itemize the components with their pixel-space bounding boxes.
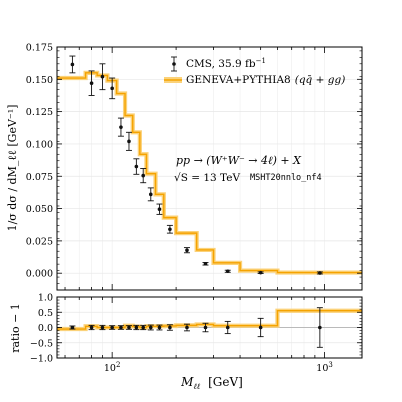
legend-marker-geneva xyxy=(164,77,182,83)
legend-cms-dot xyxy=(172,62,176,66)
legend: CMS, 35.9 fb−1 GENEVA+PYTHIA8 (qq̄ + gg) xyxy=(164,56,345,86)
pdf-annotation: MSHT20nnlo_nf4 xyxy=(250,173,322,183)
ratio-data-point xyxy=(88,324,95,331)
main-data-point xyxy=(166,224,173,234)
main-data-marker xyxy=(157,207,162,212)
ratio-data-point xyxy=(69,325,76,330)
main-data-point xyxy=(156,203,163,215)
main-data-marker xyxy=(185,248,189,252)
ratio-data-point xyxy=(125,325,132,330)
ratio-data-marker xyxy=(141,325,145,330)
main-data-marker xyxy=(89,81,94,85)
main-data-point xyxy=(117,117,124,137)
main-data-point xyxy=(69,55,76,74)
ratio-data-marker xyxy=(318,325,322,330)
main-y-tick-label: 0.150 xyxy=(26,75,53,86)
ratio-data-marker xyxy=(225,325,230,330)
x-axis-label: Mℓℓ [GeV] xyxy=(180,375,243,391)
main-prediction-step-line xyxy=(57,72,362,274)
ratio-data-point xyxy=(133,324,140,331)
main-data-marker xyxy=(141,173,145,178)
main-data-marker xyxy=(127,139,131,144)
ratio-data-marker xyxy=(258,325,263,330)
main-data-point xyxy=(316,271,323,275)
ratio-data-point xyxy=(156,324,163,331)
ratio-data-point xyxy=(117,325,124,330)
ratio-data-point xyxy=(202,322,209,333)
main-data-point xyxy=(140,168,147,184)
main-y-tick-label: 0.075 xyxy=(26,172,53,183)
ratio-data-point xyxy=(109,325,116,330)
main-data-point xyxy=(183,247,190,254)
main-data-marker xyxy=(258,270,263,275)
ratio-y-tick-label: −0.5 xyxy=(30,338,53,349)
main-data-marker xyxy=(203,261,208,266)
main-y-tick-label: 0.100 xyxy=(26,139,53,150)
main-data-marker xyxy=(119,125,123,129)
main-y-axis-label: 1/σ dσ / dM_ℓℓ [GeV⁻¹] xyxy=(6,105,19,232)
main-y-tick-label: 0.125 xyxy=(26,107,53,118)
main-data-marker xyxy=(318,271,322,275)
ratio-y-axis-label: ratio − 1 xyxy=(9,303,22,353)
ratio-series xyxy=(57,307,362,348)
main-y-tick-label: 0.175 xyxy=(26,43,53,54)
ratio-data-point xyxy=(183,323,190,332)
legend-label-cms: CMS, 35.9 fb−1 xyxy=(186,57,266,70)
main-data-marker xyxy=(134,164,139,169)
ratio-data-marker xyxy=(89,325,94,330)
ratio-data-marker xyxy=(70,325,75,330)
main-data-marker xyxy=(70,62,75,67)
ratio-data-point xyxy=(166,324,173,331)
ratio-data-point xyxy=(224,320,231,335)
main-series xyxy=(57,55,362,275)
main-data-marker xyxy=(168,227,172,232)
ratio-data-marker xyxy=(168,325,172,330)
ratio-data-marker xyxy=(100,325,105,330)
ratio-data-marker xyxy=(127,325,131,330)
x-tick-label: 103 xyxy=(316,361,333,374)
main-data-point xyxy=(133,158,140,175)
ratio-data-marker xyxy=(110,325,114,330)
main-data-point xyxy=(224,269,231,274)
legend-marker-cms xyxy=(171,56,177,72)
ratio-plot-frame xyxy=(56,296,363,359)
ratio-data-point xyxy=(257,317,264,338)
ratio-y-tick-label: 1.0 xyxy=(38,293,53,304)
ratio-data-marker xyxy=(134,325,139,330)
ratio-y-tick-label: 0.0 xyxy=(38,323,53,334)
ratio-ticks: −1.0 −0.5 0.0 0.5 1.0 102 103 xyxy=(30,293,362,374)
energy-annotation: √S = 13 TeV xyxy=(174,172,240,184)
main-data-point xyxy=(99,63,106,91)
ratio-data-marker xyxy=(148,325,153,330)
main-data-marker xyxy=(100,74,105,79)
legend-label-geneva: GENEVA+PYTHIA8 (qq̄ + gg) xyxy=(186,74,345,86)
ratio-y-tick-label: 0.5 xyxy=(38,308,53,319)
main-data-point xyxy=(147,187,154,202)
main-data-point xyxy=(257,270,264,275)
x-tick-label: 102 xyxy=(104,361,121,374)
main-y-tick-label: 0.025 xyxy=(26,236,53,247)
ratio-data-marker xyxy=(119,325,123,330)
main-data-marker xyxy=(148,192,153,197)
main-y-tick-label: 0.000 xyxy=(26,269,53,280)
process-annotation: pp → (W⁺W⁻ → 4ℓ) + X xyxy=(176,154,302,167)
main-y-tick-label: 0.050 xyxy=(26,204,53,215)
ratio-data-marker xyxy=(185,325,189,330)
main-plot-frame xyxy=(56,46,363,291)
ratio-data-point xyxy=(316,307,323,348)
ratio-data-marker xyxy=(203,325,208,330)
main-data-marker xyxy=(110,86,114,91)
main-data-point xyxy=(202,261,209,266)
main-data-point xyxy=(88,70,95,96)
ratio-data-marker xyxy=(157,325,162,330)
main-data-marker xyxy=(225,269,230,274)
ratio-data-point xyxy=(99,324,106,331)
ratio-data-point xyxy=(147,324,154,331)
main-data-point xyxy=(109,77,116,100)
ratio-y-tick-label: −1.0 xyxy=(30,354,53,365)
ratio-data-point xyxy=(140,324,147,331)
main-data-point xyxy=(125,131,132,151)
